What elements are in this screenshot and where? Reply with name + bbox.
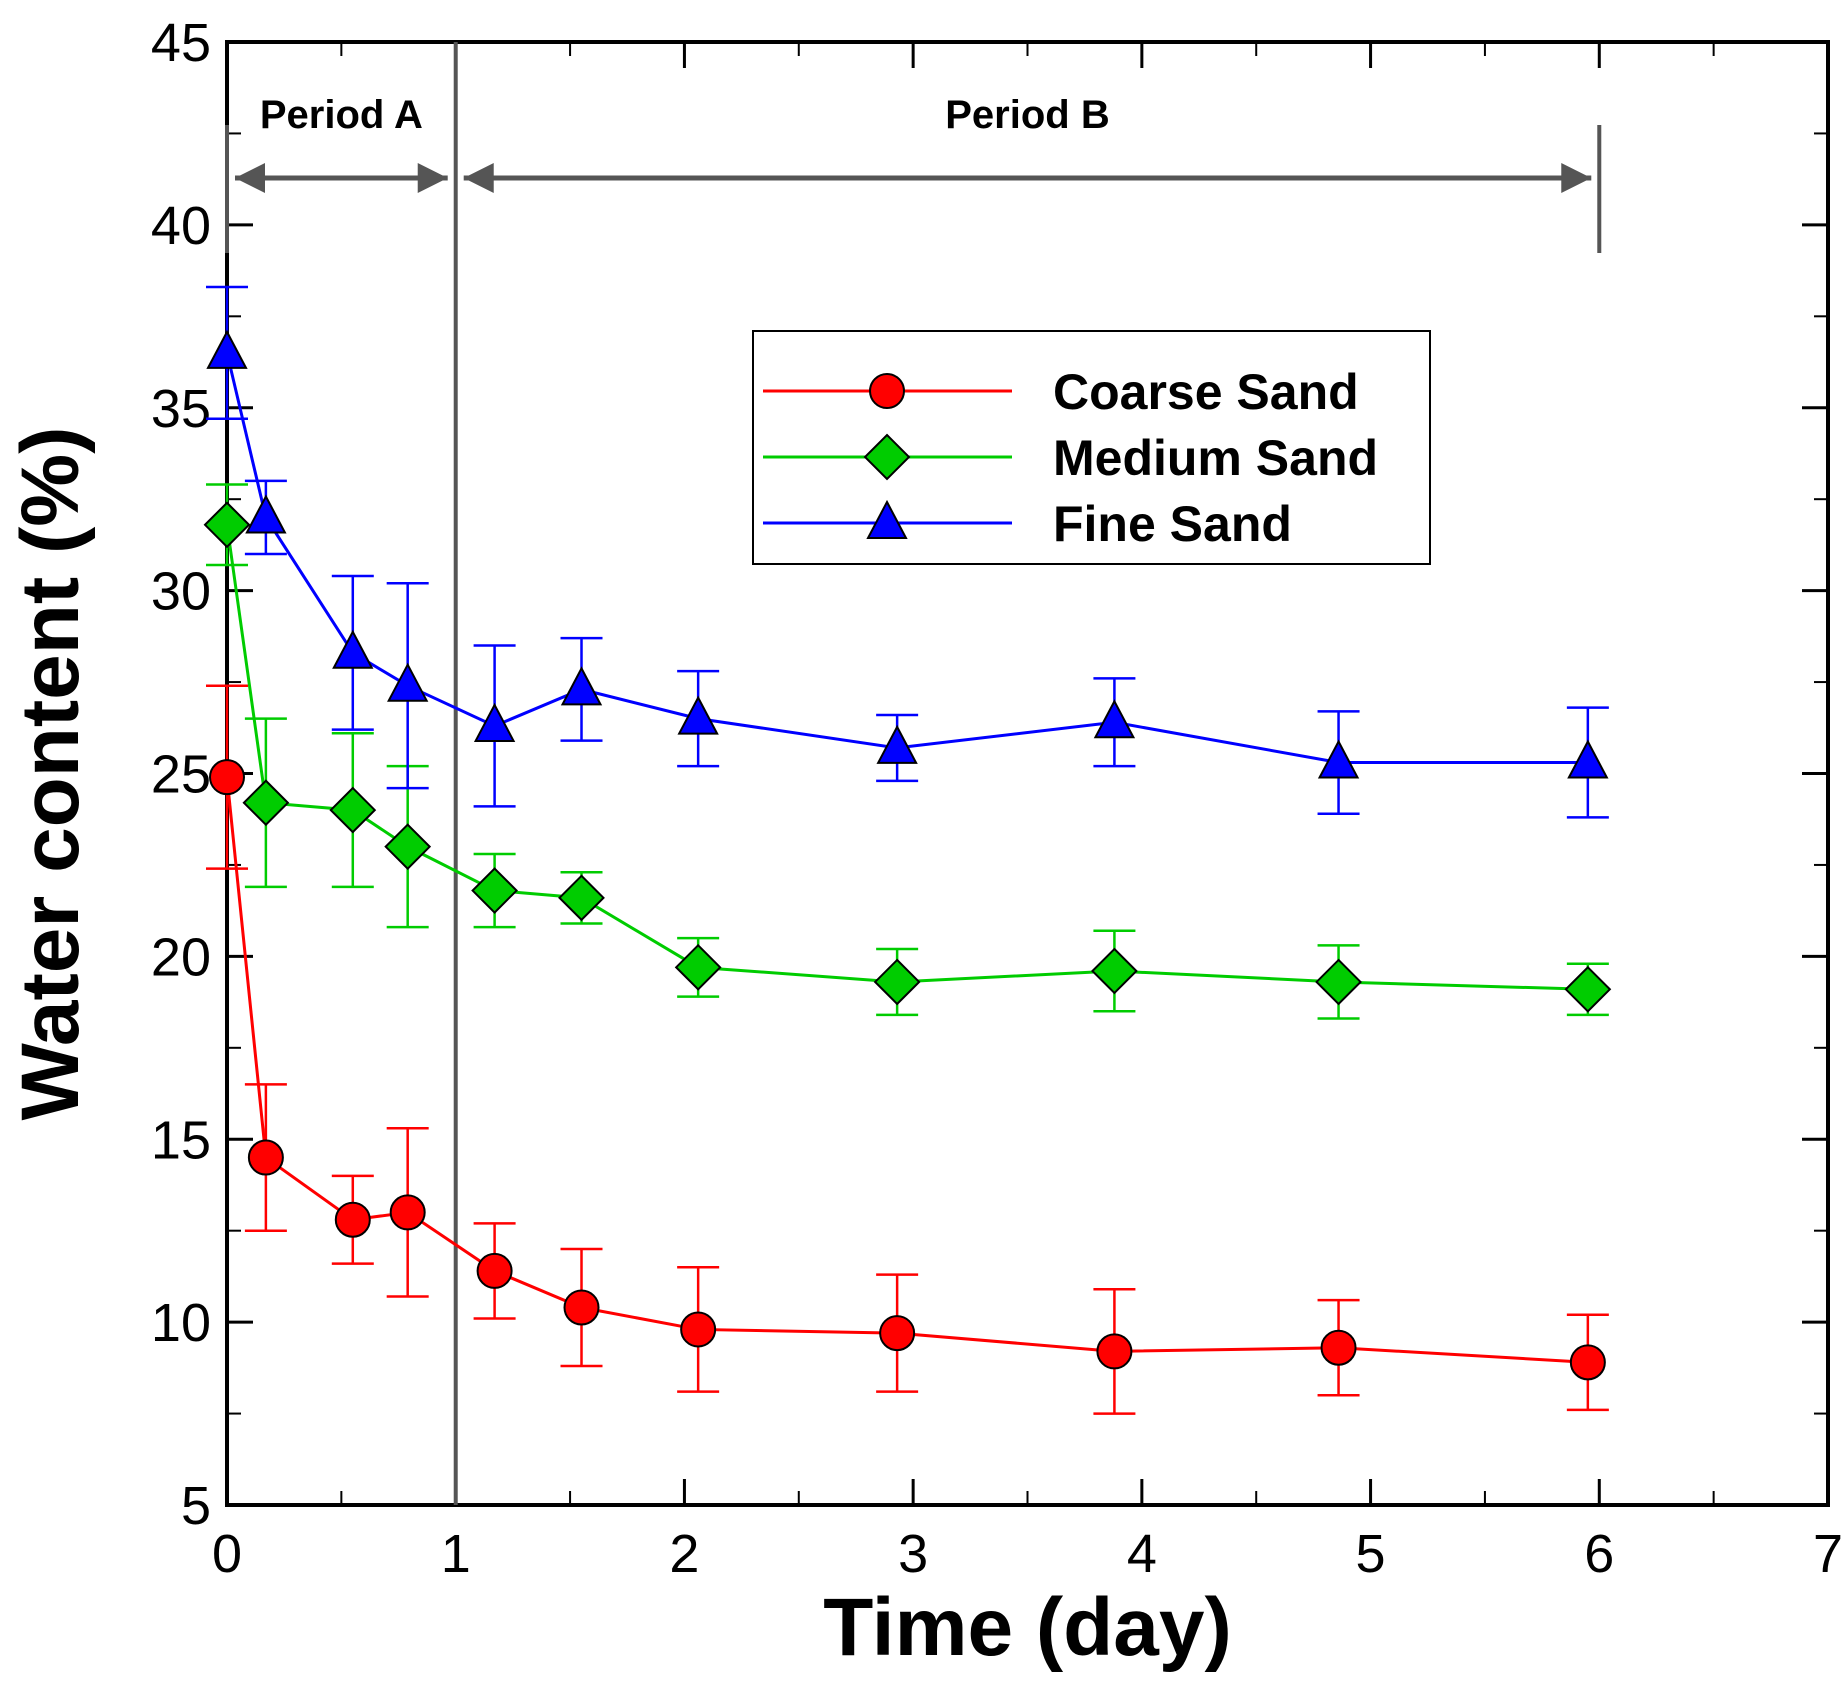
data-point (473, 702, 516, 742)
data-point (1093, 699, 1136, 739)
x-tick-label: 2 (669, 1524, 699, 1584)
legend-box (752, 330, 1431, 565)
data-point (389, 1194, 426, 1231)
data-point (471, 867, 519, 914)
data-point (329, 786, 377, 834)
y-tick-label: 10 (151, 1293, 211, 1353)
data-point (1569, 1344, 1606, 1381)
data-point (1564, 965, 1612, 1013)
y-tick-label: 40 (151, 196, 211, 256)
period-label: Period A (260, 93, 423, 137)
data-point (334, 1201, 371, 1238)
series-fine-sand (206, 285, 1609, 819)
y-tick-label: 45 (151, 13, 211, 73)
data-point (1090, 947, 1138, 995)
legend-swatch-marker (863, 433, 911, 481)
x-axis-title: Time (day) (823, 1582, 1232, 1673)
data-point (1315, 958, 1362, 1006)
x-tick-label: 7 (1813, 1524, 1843, 1584)
data-point (387, 662, 429, 702)
data-point (332, 629, 374, 669)
data-point (209, 759, 245, 796)
data-point (1317, 739, 1360, 779)
data-point (558, 874, 605, 922)
data-point (247, 1139, 284, 1176)
data-point (203, 501, 251, 549)
y-tick-label: 30 (151, 562, 211, 622)
legend-label: Medium Sand (1053, 430, 1378, 486)
data-point (560, 666, 603, 706)
legend-swatch-marker (866, 499, 908, 539)
legend-label: Coarse Sand (1053, 364, 1359, 420)
x-tick-label: 6 (1584, 1524, 1614, 1584)
series-coarse-sand (206, 684, 1609, 1415)
data-point (476, 1252, 513, 1289)
data-point (873, 958, 921, 1006)
data-point (563, 1289, 600, 1326)
y-tick-label: 5 (181, 1476, 211, 1536)
legend-swatch-marker (869, 373, 905, 409)
data-point (1320, 1329, 1357, 1366)
data-point (245, 494, 287, 534)
x-tick-label: 1 (441, 1524, 471, 1584)
y-tick-label: 35 (151, 379, 211, 439)
data-point (876, 724, 918, 764)
period-annotations: Period A Period B (225, 42, 1602, 1505)
y-axis-title: Water content (%) (5, 427, 96, 1121)
data-point (674, 943, 722, 991)
x-tick-label: 0 (212, 1524, 242, 1584)
data-point (1096, 1333, 1133, 1370)
data-point (680, 1311, 717, 1348)
data-point (242, 779, 290, 827)
data-point (206, 329, 248, 369)
period-label: Period B (945, 93, 1109, 137)
legend-label: Fine Sand (1053, 496, 1292, 552)
series-medium-sand (203, 483, 1612, 1020)
x-tick-label: 4 (1127, 1524, 1157, 1584)
y-tick-label: 20 (151, 927, 211, 987)
data-point (879, 1315, 916, 1352)
data-point (384, 823, 432, 871)
y-tick-label: 25 (151, 745, 211, 805)
legend: Coarse Sand Medium Sand Fine Sand (752, 330, 1431, 565)
series-layer (203, 285, 1612, 1415)
data-point (1567, 739, 1609, 779)
y-tick-label: 15 (151, 1110, 211, 1170)
x-tick-label: 5 (1356, 1524, 1386, 1584)
data-point (677, 695, 719, 735)
x-tick-label: 3 (898, 1524, 928, 1584)
